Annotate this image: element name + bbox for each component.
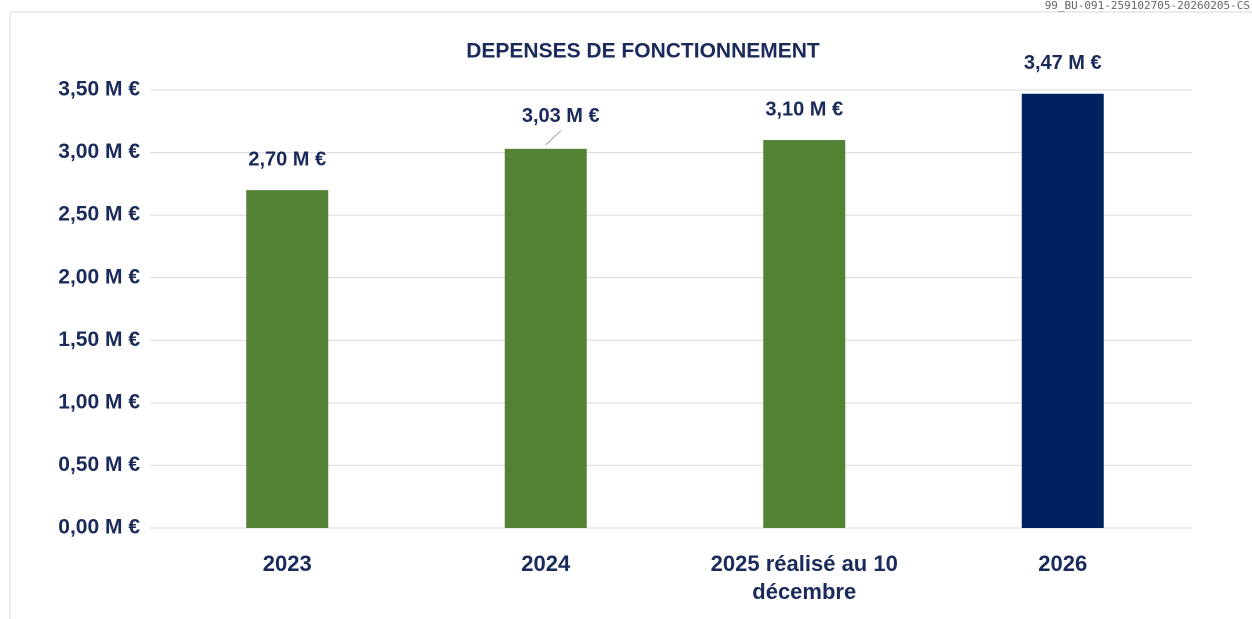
x-tick-label: 2024 (521, 551, 571, 576)
x-tick-label: 2025 réalisé au 10 décembre (710, 551, 898, 604)
bar (1021, 93, 1104, 529)
y-tick-label: 2,00 M € (58, 265, 140, 288)
y-tick-label: 1,50 M € (58, 328, 140, 351)
y-tick-label: 0,50 M € (58, 453, 140, 476)
x-tick-label: 2026 (1038, 551, 1088, 576)
chart-title: DEPENSES DE FONCTIONNEMENT (466, 40, 820, 63)
bar (763, 140, 846, 529)
y-tick-label: 3,00 M € (58, 140, 140, 163)
doc-code: 99_BU-091-259102705-20260205-CS (1045, 0, 1250, 12)
y-tick-label: 0,00 M € (58, 516, 140, 539)
y-tick-label: 3,50 M € (58, 78, 140, 101)
leader-line (545, 130, 562, 146)
bar (246, 190, 329, 528)
value-label: 3,47 M € (1024, 52, 1102, 74)
x-tick-label: 2023 (262, 551, 312, 576)
value-label: 3,10 M € (765, 98, 843, 120)
y-tick-label: 1,00 M € (58, 390, 140, 413)
value-label: 3,03 M € (522, 105, 600, 127)
bar (504, 148, 587, 528)
value-label: 2,70 M € (248, 148, 326, 170)
y-tick-label: 2,50 M € (58, 203, 140, 226)
